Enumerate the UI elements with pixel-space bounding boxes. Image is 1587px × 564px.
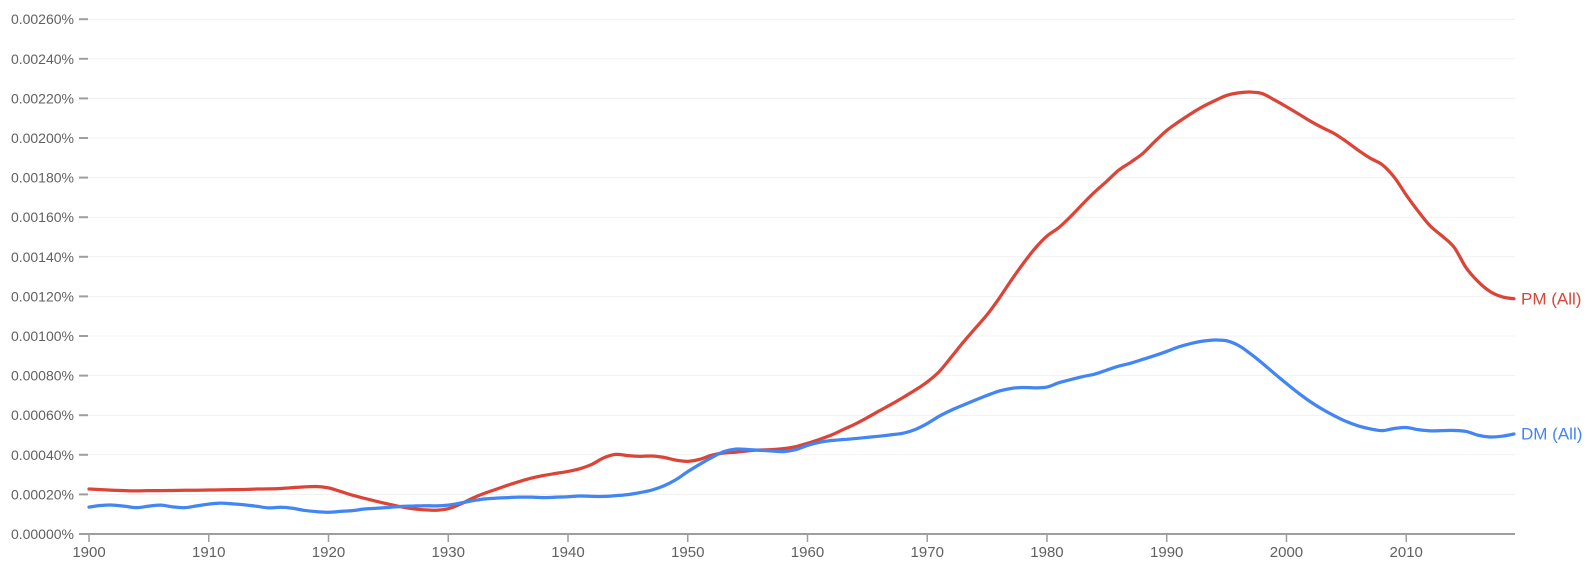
- y-axis-label: 0.00200%: [11, 130, 74, 146]
- x-axis-label: 2010: [1390, 544, 1423, 561]
- series-line-dm-all[interactable]: [87, 338, 1516, 514]
- y-axis-label: 0.00020%: [11, 486, 74, 502]
- y-axis-label: 0.00260%: [11, 11, 74, 27]
- y-axis-label: 0.00100%: [11, 328, 74, 344]
- y-axis-label: 0.00060%: [11, 407, 74, 423]
- y-axis-label: 0.00140%: [11, 249, 74, 265]
- series-label-dm-all[interactable]: DM (All): [1521, 425, 1582, 444]
- y-axis-label: 0.00080%: [11, 368, 74, 384]
- x-axis-label: 1930: [432, 544, 465, 561]
- y-axis-label: 0.00000%: [11, 526, 74, 542]
- x-axis-label: 1940: [551, 544, 584, 561]
- x-axis-label: 1990: [1150, 544, 1183, 561]
- x-axis-label: 2000: [1270, 544, 1303, 561]
- y-axis-label: 0.00180%: [11, 170, 74, 186]
- y-axis-label: 0.00240%: [11, 51, 74, 67]
- x-axis-label: 1960: [791, 544, 824, 561]
- x-axis-label: 1950: [671, 544, 704, 561]
- series-line-pm-all[interactable]: [87, 90, 1516, 512]
- x-axis-label: 1970: [911, 544, 944, 561]
- y-axis-label: 0.00120%: [11, 288, 74, 304]
- x-axis-label: 1900: [72, 544, 105, 561]
- y-axis-label: 0.00160%: [11, 209, 74, 225]
- series-label-pm-all[interactable]: PM (All): [1521, 289, 1581, 308]
- y-axis-label: 0.00040%: [11, 447, 74, 463]
- x-axis-label: 1980: [1030, 544, 1063, 561]
- y-axis-label: 0.00220%: [11, 90, 74, 106]
- x-axis-label: 1920: [312, 544, 345, 561]
- x-axis-label: 1910: [192, 544, 225, 561]
